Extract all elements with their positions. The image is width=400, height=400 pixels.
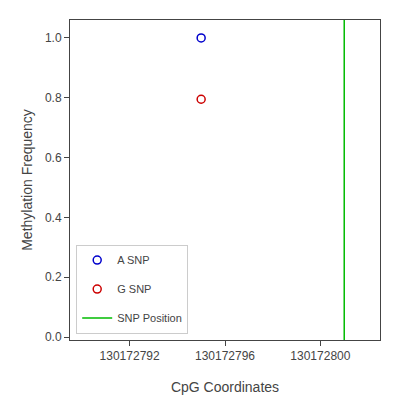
svg-text:Methylation Frequency: Methylation Frequency — [19, 109, 35, 251]
svg-text:130172796: 130172796 — [195, 349, 255, 363]
svg-text:0.2: 0.2 — [45, 270, 62, 284]
svg-text:0.8: 0.8 — [45, 91, 62, 105]
svg-text:A SNP: A SNP — [117, 254, 149, 266]
svg-text:SNP Position: SNP Position — [117, 312, 182, 324]
svg-text:1.0: 1.0 — [45, 31, 62, 45]
svg-text:0.4: 0.4 — [45, 211, 62, 225]
svg-text:0.0: 0.0 — [45, 330, 62, 344]
svg-text:130172792: 130172792 — [100, 349, 160, 363]
svg-text:G SNP: G SNP — [117, 283, 151, 295]
svg-text:CpG Coordinates: CpG Coordinates — [171, 379, 279, 395]
svg-text:130172800: 130172800 — [290, 349, 350, 363]
svg-text:0.6: 0.6 — [45, 151, 62, 165]
